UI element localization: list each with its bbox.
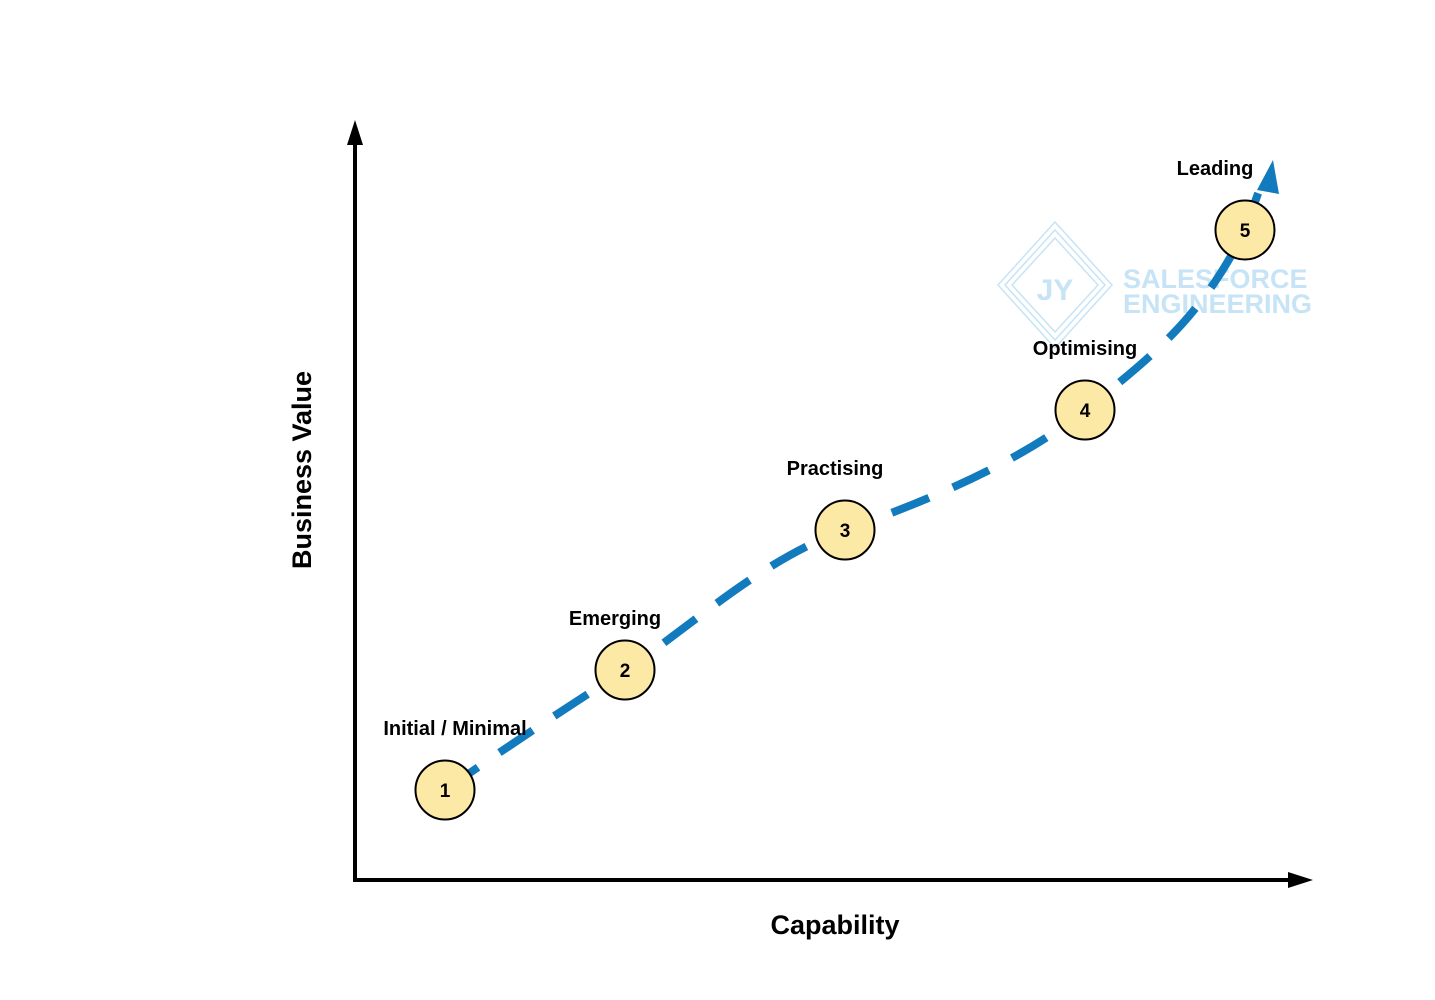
stage-5: 5 Leading [1177, 158, 1276, 261]
stage-2: 2 Emerging [569, 608, 661, 701]
curve-arrow-icon [1257, 160, 1279, 194]
stage-4: 4 Optimising [1033, 338, 1137, 441]
stage-number: 5 [1240, 221, 1251, 242]
stage-label: Leading [1177, 158, 1254, 180]
stage-number: 3 [840, 521, 851, 542]
watermark-logo: JY SALESFORCE ENGINEERING [996, 220, 1312, 350]
x-axis-label: Capability [770, 910, 899, 940]
y-axis-arrow-icon [347, 120, 363, 145]
stage-number: 4 [1080, 401, 1091, 422]
stage-label: Optimising [1033, 338, 1137, 360]
stage-number: 2 [620, 661, 631, 682]
watermark-line2: ENGINEERING [1123, 289, 1312, 319]
stage-label: Practising [787, 458, 884, 480]
stage-3: 3 Practising [787, 458, 884, 561]
stage-label: Initial / Minimal [383, 718, 526, 740]
x-axis-arrow-icon [1288, 872, 1313, 888]
stage-label: Emerging [569, 608, 661, 630]
stage-number: 1 [440, 781, 451, 802]
stage-1: 1 Initial / Minimal [383, 718, 527, 821]
y-axis-label: Business Value [287, 371, 317, 569]
watermark-monogram: JY [1037, 274, 1074, 307]
